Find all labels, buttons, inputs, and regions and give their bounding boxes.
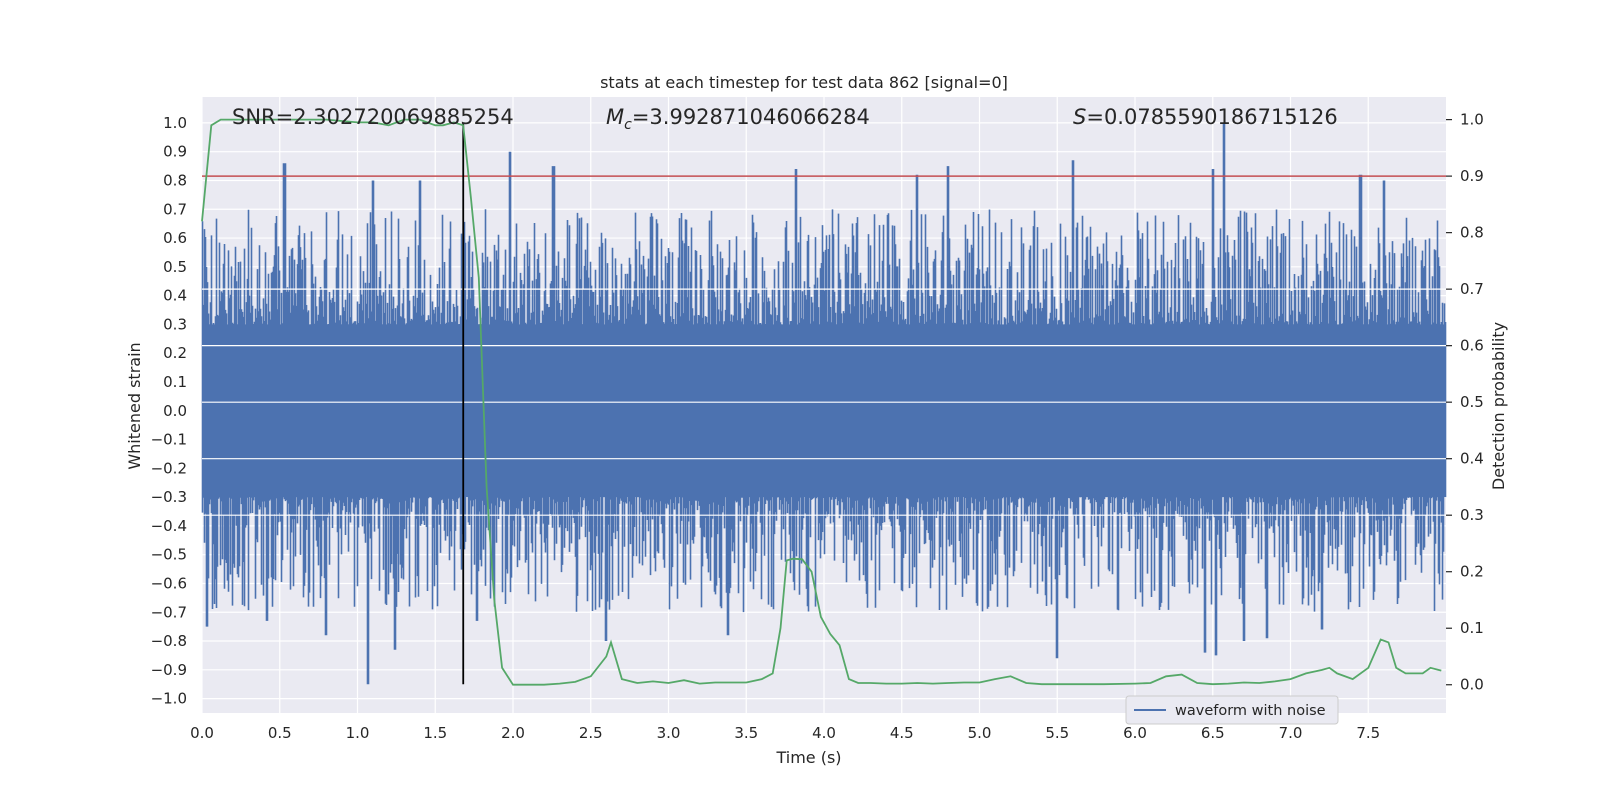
right-y-tick-label: 0.1 [1460,619,1484,637]
right-y-axis-label: Detection probability [1489,322,1508,490]
x-tick-label: 4.0 [812,724,836,742]
s-symbol: S [1073,105,1086,129]
left-y-tick-label: −0.6 [151,574,187,592]
chirp-mass-subscript: c [624,117,632,133]
right-y-tick-label: 0.3 [1460,506,1484,524]
left-y-tick-label: 0.9 [163,143,187,161]
left-y-tick-labels: 1.0 0.9 0.8 0.7 0.6 0.5 0.4 0.3 0.2 0.1 0.0 −0.1 −0.… [151,114,187,708]
x-tick-label: 7.0 [1279,724,1303,742]
left-y-tick-label: 1.0 [163,114,187,132]
x-tick-label: 3.5 [734,724,758,742]
x-tick-label: 2.0 [501,724,525,742]
left-y-tick-label: −0.5 [151,546,187,564]
left-y-tick-label: −0.7 [151,603,187,621]
s-annotation: S=0.0785590186715126 [1073,105,1338,129]
x-tick-labels: 0.0 0.5 1.0 1.5 2.0 2.5 3.0 3.5 4.0 4.5 5.0 5.5 6.0 6… [190,724,1380,742]
legend-box [1125,695,1339,725]
s-value: =0.0785590186715126 [1086,105,1337,129]
left-y-tick-label: 0.2 [163,344,187,362]
left-y-tick-label: 0.8 [163,171,187,189]
left-y-tick-label: 0.5 [163,258,187,276]
chirp-mass-value: =3.992871046066284 [632,105,870,129]
x-tick-label: 6.5 [1201,724,1225,742]
right-y-tick-label: 0.4 [1460,450,1484,468]
x-tick-label: 5.5 [1045,724,1069,742]
left-y-tick-label: 0.1 [163,373,187,391]
left-y-tick-label: 0.6 [163,229,187,247]
left-y-tick-label: −0.1 [151,431,187,449]
right-y-tick-label: 0.6 [1460,337,1484,355]
chirp-mass-symbol: M [606,105,624,129]
chart-title: stats at each timestep for test data 862… [600,73,1008,92]
left-y-tick-label: −0.4 [151,517,187,535]
right-y-tick-label: 0.7 [1460,280,1484,298]
right-y-tick-label: 0.9 [1460,167,1484,185]
left-y-axis-label: Whitened strain [125,342,144,469]
left-y-tick-label: 0.4 [163,287,187,305]
right-y-tick-label: 0.5 [1460,393,1484,411]
x-axis-label: Time (s) [775,748,841,767]
x-tick-label: 1.5 [423,724,447,742]
x-tick-label: 0.5 [268,724,292,742]
detection-probability-line [201,118,1442,686]
x-tick-label: 7.5 [1356,724,1380,742]
legend: waveform with noise [1125,695,1339,725]
x-tick-label: 0.0 [190,724,214,742]
right-y-tick-label: 1.0 [1460,111,1484,129]
left-y-tick-label: −1.0 [151,690,187,708]
x-tick-label: 2.5 [579,724,603,742]
left-y-tick-label: −0.8 [151,632,187,650]
left-y-tick-label: 0.7 [163,200,187,218]
chirp-mass-annotation: Mc=3.992871046066284 [606,105,870,133]
legend-label: waveform with noise [1175,703,1326,719]
waveform-series [201,122,1447,685]
x-tick-label: 4.5 [890,724,914,742]
left-y-tick-label: 0.3 [163,315,187,333]
snr-annotation: SNR=2.302720069885254 [232,105,514,129]
x-tick-label: 5.0 [968,724,992,742]
right-y-tick-labels: 1.0 0.9 0.8 0.7 0.6 0.5 0.4 0.3 0.2 0.1 0.0 [1446,111,1484,694]
right-y-tick-label: 0.8 [1460,224,1484,242]
left-y-tick-label: −0.2 [151,459,187,477]
x-tick-label: 1.0 [346,724,370,742]
left-y-tick-label: 0.0 [163,402,187,420]
right-y-tick-label: 0.0 [1460,676,1484,694]
x-tick-label: 3.0 [657,724,681,742]
x-tick-label: 6.0 [1123,724,1147,742]
right-y-tick-label: 0.2 [1460,563,1484,581]
left-y-tick-label: −0.9 [151,661,187,679]
left-y-tick-label: −0.3 [151,488,187,506]
